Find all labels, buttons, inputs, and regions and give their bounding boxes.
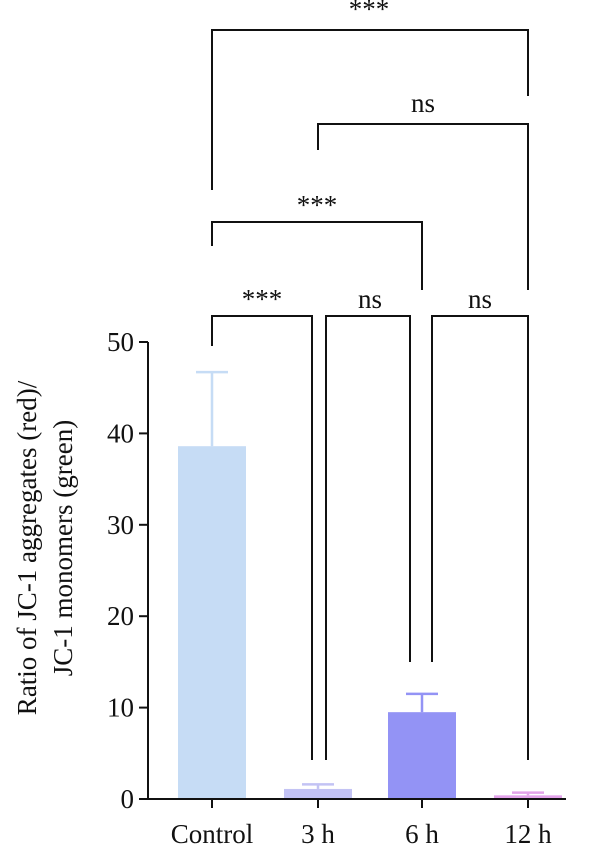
significance-bracket: ns [325,284,411,760]
significance-brackets-group: *** ns ns *** ns *** [211,0,529,760]
axes-group [147,342,566,800]
y-ticks-group: 0 10 20 30 40 50 [107,327,148,814]
error-bar-12-h [512,791,544,796]
bar-12-h [494,795,562,799]
y-axis-label-line-1: Ratio of JC-1 aggregates (red)/ [12,380,42,715]
bars-group [178,446,562,799]
y-axis-label-line-2: JC-1 monomers (green) [48,420,78,676]
significance-label: ns [411,88,435,118]
x-tick-label: 12 h [504,819,552,849]
y-tick-label: 10 [107,693,134,723]
bracket-line [211,29,529,190]
error-bar-control [196,370,228,447]
y-tick-label: 30 [107,510,134,540]
bar-3-h [284,788,352,799]
significance-label: ns [358,284,382,314]
bracket-line [317,123,529,290]
significance-bracket: *** [211,190,423,290]
bar-6-h [388,712,456,799]
x-ticks-group: Control 3 h 6 h 12 h [171,799,552,849]
bracket-line [325,315,411,760]
significance-label: ns [468,284,492,314]
significance-label: *** [349,0,390,24]
bar-control [178,446,246,799]
x-tick-label: Control [171,819,254,849]
y-tick-label: 0 [121,784,135,814]
bracket-line [431,315,529,760]
significance-label: *** [297,190,338,220]
error-bars-group [196,370,544,796]
x-tick-label: 6 h [405,819,439,849]
significance-label: *** [242,284,283,314]
y-axis-label: Ratio of JC-1 aggregates (red)/ JC-1 mon… [12,380,78,715]
x-tick-label: 3 h [301,819,335,849]
error-bar-3-h [302,783,334,789]
bracket-line [211,221,423,290]
significance-bracket: *** [211,284,313,760]
significance-bracket: *** [211,0,529,190]
error-bar-6-h [406,692,438,713]
significance-bracket: ns [317,88,529,290]
significance-bracket: ns [431,284,529,760]
y-tick-label: 40 [107,418,134,448]
y-tick-label: 50 [107,327,134,357]
y-tick-label: 20 [107,601,134,631]
bracket-line [211,315,313,760]
